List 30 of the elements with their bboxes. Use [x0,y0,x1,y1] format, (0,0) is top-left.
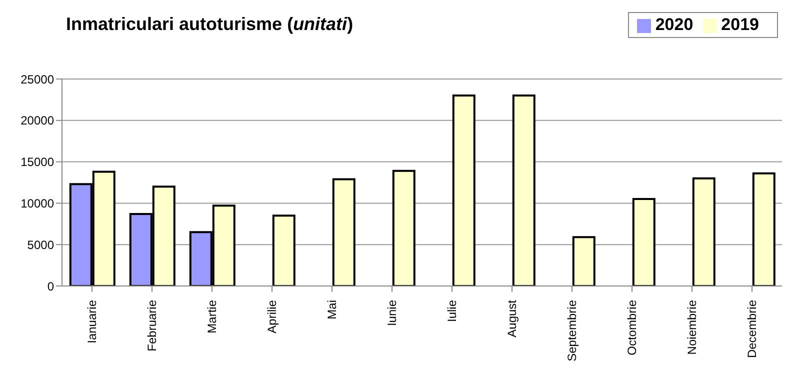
x-tick-label: Martie [205,300,219,334]
x-tick-label: Mai [325,300,339,320]
bar [632,198,656,286]
x-tick-label: Februarie [145,300,159,352]
bar [572,236,596,286]
y-tick-label: 10000 [20,196,54,210]
legend-label: 2019 [721,15,759,34]
x-tick-label: Ianuarie [85,300,99,344]
bar [272,214,296,286]
bar [332,178,356,286]
x-tick-label: Iulie [445,300,459,322]
bar [752,172,776,286]
x-tick-label: August [505,299,519,338]
bar [392,170,416,286]
legend-label: 2020 [655,15,694,34]
bar [512,94,536,286]
y-tick-label: 15000 [20,155,54,170]
x-tick-label: Noiembrie [685,300,699,355]
y-tick-label: 5000 [27,238,54,252]
x-tick-label: Septembrie [565,300,579,362]
chart-title: Inmatriculari autoturisme (unitati) [66,14,354,34]
y-tick-label: 20000 [20,114,54,128]
x-tick-label: Iunie [385,300,399,326]
bar [452,94,476,286]
bar [692,177,716,286]
x-tick-label: Aprilie [265,300,279,334]
y-tick-label: 25000 [20,72,54,86]
y-tick-label: 0 [47,279,54,294]
x-tick-label: Decembrie [745,300,759,358]
x-tick-label: Octombrie [625,300,639,356]
